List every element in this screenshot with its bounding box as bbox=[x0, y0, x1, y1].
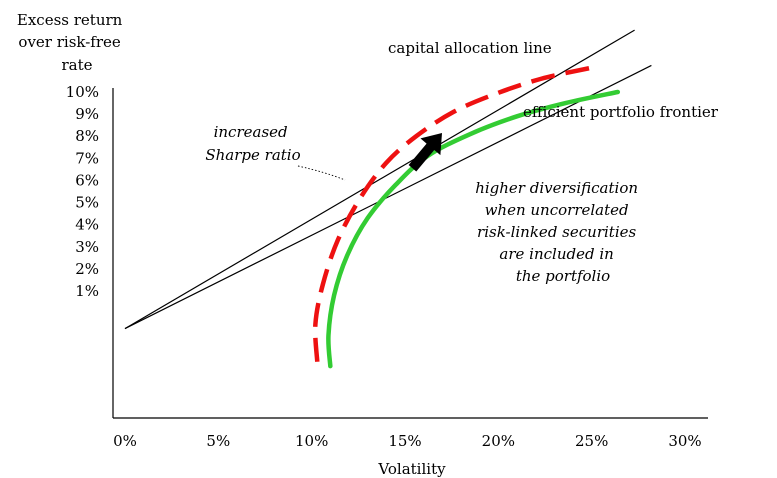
y-axis-label-line-3: rate bbox=[61, 56, 92, 74]
frontier-label: efficient portfolio frontier bbox=[523, 103, 719, 121]
y-axis-label-line-2: over risk-free bbox=[18, 33, 120, 51]
sharpe-line-1: increased bbox=[214, 123, 288, 141]
div-line-2: when uncorrelated bbox=[485, 201, 629, 219]
y-tick-label: 8% bbox=[75, 127, 99, 145]
series-group bbox=[124, 29, 652, 369]
y-tick-label: 7% bbox=[75, 149, 99, 167]
y-tick-label: 6% bbox=[75, 171, 99, 189]
y-tick-labels: 1% 2% 3% 4% 5% 6% 7% 8% 9% 10% bbox=[66, 83, 99, 300]
x-tick-label: 0% bbox=[113, 432, 137, 450]
sharpe-annotation: increased Sharpe ratio bbox=[205, 123, 300, 164]
cal-label: capital allocation line bbox=[388, 39, 552, 57]
x-axis-label: Volatility bbox=[377, 460, 446, 478]
sharpe-leader-line bbox=[297, 165, 346, 181]
div-line-4: are included in bbox=[499, 245, 613, 263]
series-3-line bbox=[312, 65, 593, 362]
y-axis-label: Excess return over risk-free rate bbox=[17, 11, 127, 74]
x-tick-label: 15% bbox=[388, 432, 421, 450]
y-tick-label: 2% bbox=[75, 260, 99, 278]
y-axis-label-line-1: Excess return bbox=[17, 11, 123, 29]
sharpe-line-2: Sharpe ratio bbox=[205, 146, 300, 164]
arrow-icon bbox=[408, 133, 442, 172]
capital-allocation-line-line bbox=[124, 29, 635, 330]
div-line-1: higher diversification bbox=[475, 179, 638, 197]
x-tick-label: 25% bbox=[575, 432, 608, 450]
x-tick-label: 5% bbox=[206, 432, 230, 450]
y-tick-label: 1% bbox=[75, 282, 99, 300]
x-tick-label: 20% bbox=[482, 432, 515, 450]
y-tick-label: 4% bbox=[75, 216, 99, 234]
y-tick-label: 10% bbox=[66, 83, 99, 101]
y-tick-label: 9% bbox=[75, 105, 99, 123]
x-tick-labels: 0% 5% 10% 15% 20% 25% 30% bbox=[113, 432, 702, 450]
y-tick-label: 5% bbox=[75, 194, 99, 212]
y-tick-label: 3% bbox=[75, 238, 99, 256]
series-1-line bbox=[124, 64, 652, 330]
x-tick-label: 30% bbox=[668, 432, 701, 450]
x-tick-label: 10% bbox=[295, 432, 328, 450]
efficient-portfolio-frontier-line bbox=[326, 89, 621, 369]
div-line-5: the portfolio bbox=[516, 267, 610, 285]
diversification-annotation: higher diversification when uncorrelated… bbox=[475, 179, 643, 285]
div-line-3: risk-linked securities bbox=[477, 223, 636, 241]
